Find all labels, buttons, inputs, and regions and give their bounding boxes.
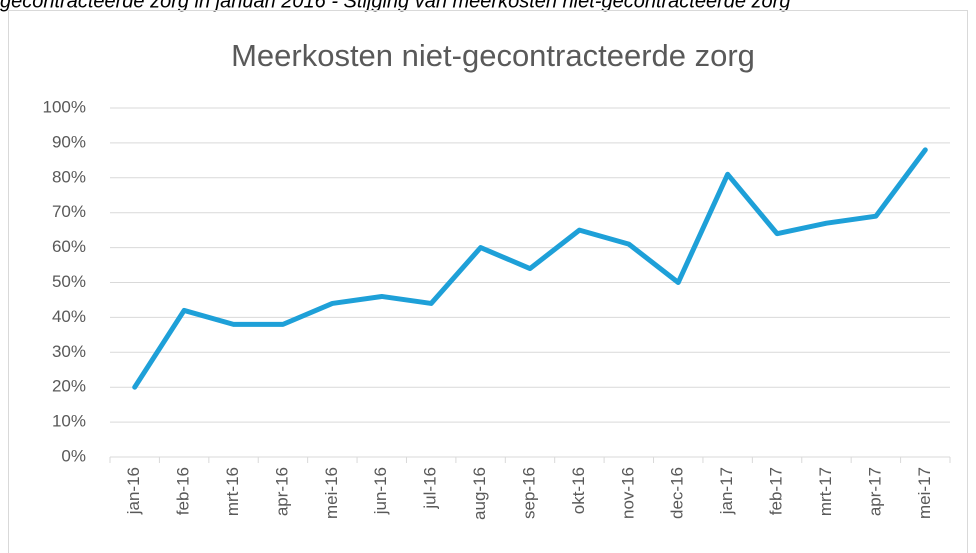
x-tick-label: apr-16: [272, 467, 291, 516]
x-tick-label: sep-16: [519, 467, 538, 519]
x-tick-label: aug-16: [470, 467, 489, 520]
x-tick-label: mei-17: [915, 467, 934, 519]
x-tick-label: jan-16: [124, 467, 143, 515]
x-tick-label: feb-16: [174, 467, 193, 515]
x-tick-label: jan-17: [717, 467, 736, 515]
y-tick-label: 80%: [52, 167, 86, 186]
x-tick-label: apr-17: [865, 467, 884, 516]
x-tick-label: jun-16: [371, 467, 390, 515]
x-tick-label: feb-17: [767, 467, 786, 515]
y-tick-label: 40%: [52, 307, 86, 326]
y-tick-label: 50%: [52, 272, 86, 291]
y-tick-label: 20%: [52, 377, 86, 396]
x-tick-label: okt-16: [569, 467, 588, 514]
x-tick-label: nov-16: [618, 467, 637, 519]
x-tick-label: mei-16: [322, 467, 341, 519]
chart-frame: [8, 10, 968, 553]
y-tick-label: 0%: [61, 446, 86, 465]
y-tick-label: 10%: [52, 412, 86, 431]
y-tick-label: 90%: [52, 132, 86, 151]
line: [132, 147, 928, 390]
y-tick-label: 60%: [52, 237, 86, 256]
caption: gecontracteerde zorg in januari 2016 - S…: [0, 0, 790, 12]
x-tick-label: dec-16: [668, 467, 687, 519]
x-tick-label: jul-16: [421, 467, 440, 510]
x-tick-label: mrt-16: [223, 467, 242, 516]
x-tick-label: mrt-17: [816, 467, 835, 516]
y-tick-label: 70%: [52, 202, 86, 221]
chart-title: Meerkosten niet-gecontracteerde zorg: [231, 38, 755, 73]
y-tick-label: 100%: [43, 97, 86, 116]
y-tick-label: 30%: [52, 342, 86, 361]
